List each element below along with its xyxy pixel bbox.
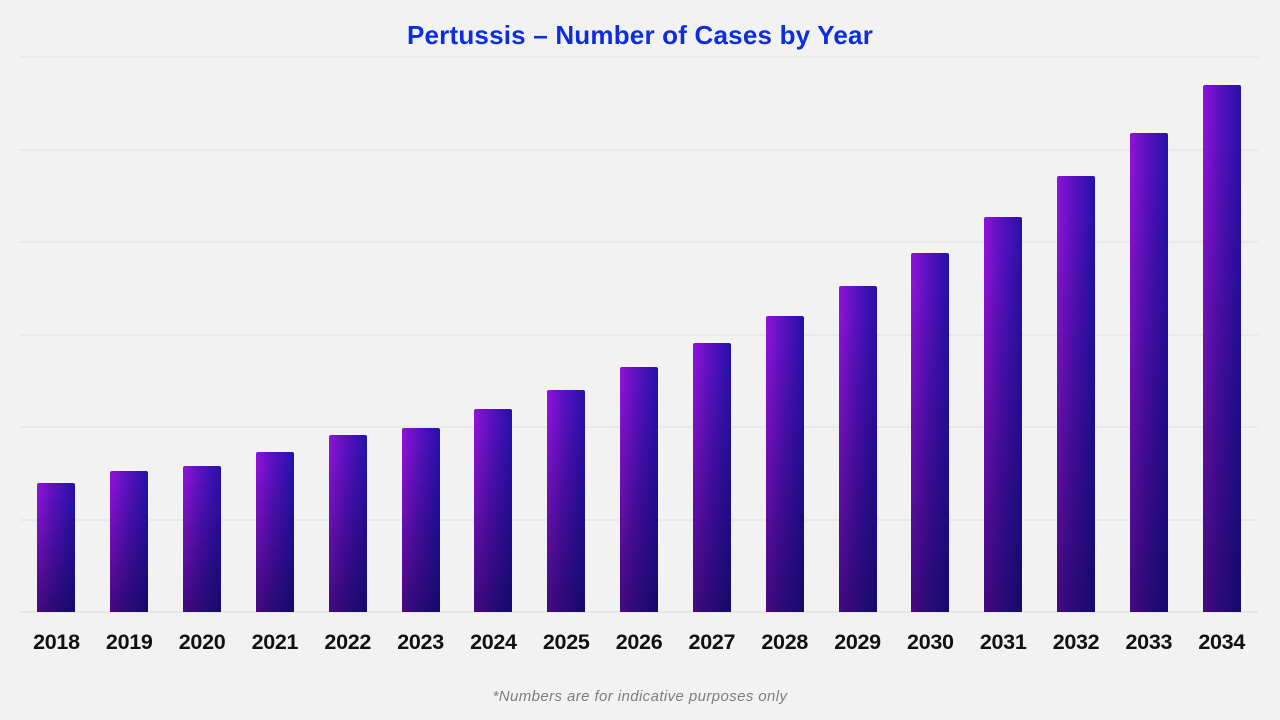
x-tick-label-2033: 2033 xyxy=(1125,629,1173,654)
x-tick-label-2023: 2023 xyxy=(397,629,444,654)
bar-slot xyxy=(238,57,311,612)
x-tick-label-2024: 2024 xyxy=(470,629,517,654)
bar-slot xyxy=(93,57,166,612)
bar-slot xyxy=(530,57,603,612)
bar-2032 xyxy=(1057,176,1095,612)
x-tick-label-2022: 2022 xyxy=(324,629,372,654)
x-tick-label-2028: 2028 xyxy=(761,629,809,654)
bar-slot xyxy=(748,57,821,612)
bar-slot xyxy=(20,57,93,612)
bar-2020 xyxy=(183,465,222,612)
bar-2025 xyxy=(547,390,586,612)
bar-2021 xyxy=(255,451,294,612)
bar-2029 xyxy=(838,286,877,612)
plot-area xyxy=(20,56,1258,613)
bar-slot xyxy=(166,57,239,612)
x-tick-label-2021: 2021 xyxy=(251,629,299,654)
bar-slot xyxy=(821,57,894,612)
x-tick-label-2019: 2019 xyxy=(105,629,153,654)
gridline xyxy=(20,149,1258,150)
bar-2034 xyxy=(1202,84,1241,612)
bar-slot xyxy=(967,57,1040,612)
x-tick-label-2018: 2018 xyxy=(33,629,80,654)
bar-2019 xyxy=(110,471,149,612)
bar-2028 xyxy=(765,316,804,612)
x-tick-label-2032: 2032 xyxy=(1052,629,1100,654)
x-tick-label-2026: 2026 xyxy=(615,629,663,654)
bar-2027 xyxy=(692,342,731,612)
bar-slot xyxy=(603,57,676,612)
gridline xyxy=(20,241,1258,243)
x-tick-label-2031: 2031 xyxy=(979,629,1027,654)
x-axis-baseline xyxy=(20,611,1258,613)
bar-2026 xyxy=(620,366,659,612)
x-tick-label-2034: 2034 xyxy=(1198,629,1245,654)
bar-2022 xyxy=(328,435,367,612)
bar-2018 xyxy=(37,483,76,612)
bar-slot xyxy=(457,57,530,612)
footnote: *Numbers are for indicative purposes onl… xyxy=(492,688,788,705)
x-tick-label-2025: 2025 xyxy=(542,629,590,654)
x-tick-label-2030: 2030 xyxy=(907,629,954,654)
bar-slot xyxy=(675,57,748,612)
x-tick-label-2020: 2020 xyxy=(178,629,226,654)
gridline xyxy=(20,56,1258,58)
bar-2023 xyxy=(401,427,440,612)
x-tick-label-2029: 2029 xyxy=(834,629,881,654)
x-tick-label-2027: 2027 xyxy=(688,629,736,654)
bar-slot xyxy=(894,57,967,612)
bar-2031 xyxy=(984,217,1023,612)
bar-slot xyxy=(311,57,384,612)
gridline xyxy=(20,334,1258,335)
bar-2030 xyxy=(911,253,950,612)
chart-title: Pertussis – Number of Cases by Year xyxy=(406,20,874,50)
bar-slot xyxy=(1185,57,1258,612)
bar-slot xyxy=(384,57,457,612)
bar-2024 xyxy=(474,409,513,612)
bar-slot xyxy=(1040,57,1113,612)
bar-slot xyxy=(1112,57,1185,612)
bars-container xyxy=(20,57,1258,612)
bar-2033 xyxy=(1129,132,1168,612)
x-axis-labels: 2018 2019 2020 2021 2022 2023 2024 2025 2026 2027… xyxy=(20,622,1258,662)
